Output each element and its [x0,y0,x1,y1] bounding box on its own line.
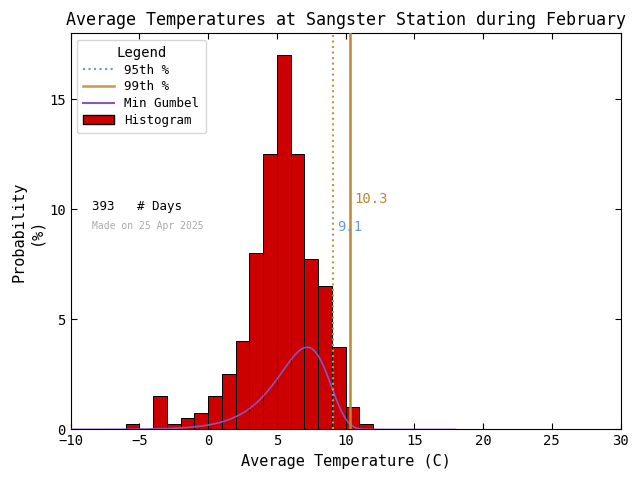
Bar [346,408,359,430]
Bar [277,56,291,430]
Title: Average Temperatures at Sangster Station during February: Average Temperatures at Sangster Station… [65,11,625,29]
Bar [153,396,167,430]
Bar [305,259,318,430]
Bar [180,419,195,430]
Text: 10.3: 10.3 [354,192,387,206]
Bar [250,253,263,430]
Bar [263,155,277,430]
Bar [359,424,373,430]
Bar [318,287,332,430]
Bar [222,374,236,430]
Bar [236,341,250,430]
Bar [291,155,305,430]
Y-axis label: Probability
(%): Probability (%) [11,181,44,282]
Bar [125,424,140,430]
Bar [195,413,208,430]
Text: 9.1: 9.1 [337,220,362,234]
Text: Made on 25 Apr 2025: Made on 25 Apr 2025 [92,221,203,231]
X-axis label: Average Temperature (C): Average Temperature (C) [241,454,451,469]
Bar [167,424,180,430]
Bar [208,396,222,430]
Text: 393   # Days: 393 # Days [92,200,182,213]
Legend: 95th %, 99th %, Min Gumbel, Histogram: 95th %, 99th %, Min Gumbel, Histogram [77,40,205,133]
Bar [332,347,346,430]
